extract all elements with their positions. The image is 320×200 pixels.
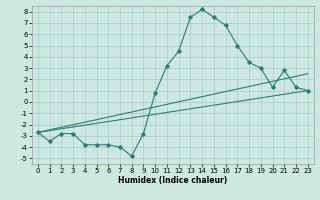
X-axis label: Humidex (Indice chaleur): Humidex (Indice chaleur)	[118, 176, 228, 185]
